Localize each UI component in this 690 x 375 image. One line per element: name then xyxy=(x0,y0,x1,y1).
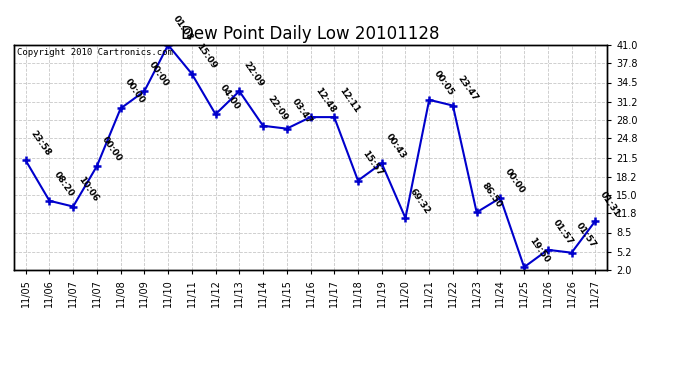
Text: 00:00: 00:00 xyxy=(99,135,123,164)
Text: 12:48: 12:48 xyxy=(313,86,337,114)
Text: 15:57: 15:57 xyxy=(361,149,384,178)
Text: 22:09: 22:09 xyxy=(242,60,266,88)
Text: 22:09: 22:09 xyxy=(266,94,290,123)
Text: 08:20: 08:20 xyxy=(52,170,76,198)
Text: 23:47: 23:47 xyxy=(455,74,480,103)
Text: 00:00: 00:00 xyxy=(124,78,147,106)
Text: 00:00: 00:00 xyxy=(503,167,526,195)
Text: 01:31: 01:31 xyxy=(598,190,622,218)
Text: 12:11: 12:11 xyxy=(337,86,361,114)
Text: 01:08: 01:08 xyxy=(171,14,195,42)
Text: 10:06: 10:06 xyxy=(76,176,99,204)
Text: 01:57: 01:57 xyxy=(551,218,575,247)
Text: 01:57: 01:57 xyxy=(574,221,598,250)
Text: 69:32: 69:32 xyxy=(408,187,432,215)
Text: 04:00: 04:00 xyxy=(218,83,242,111)
Text: Copyright 2010 Cartronics.com: Copyright 2010 Cartronics.com xyxy=(17,48,172,57)
Text: 23:58: 23:58 xyxy=(28,129,52,158)
Title: Dew Point Daily Low 20101128: Dew Point Daily Low 20101128 xyxy=(181,26,440,44)
Text: 19:50: 19:50 xyxy=(527,236,551,264)
Text: 86:50: 86:50 xyxy=(480,181,503,210)
Text: 00:43: 00:43 xyxy=(384,132,408,160)
Text: 00:00: 00:00 xyxy=(147,60,170,88)
Text: 03:47: 03:47 xyxy=(290,97,313,126)
Text: 00:05: 00:05 xyxy=(432,69,455,97)
Text: 15:09: 15:09 xyxy=(195,42,219,71)
